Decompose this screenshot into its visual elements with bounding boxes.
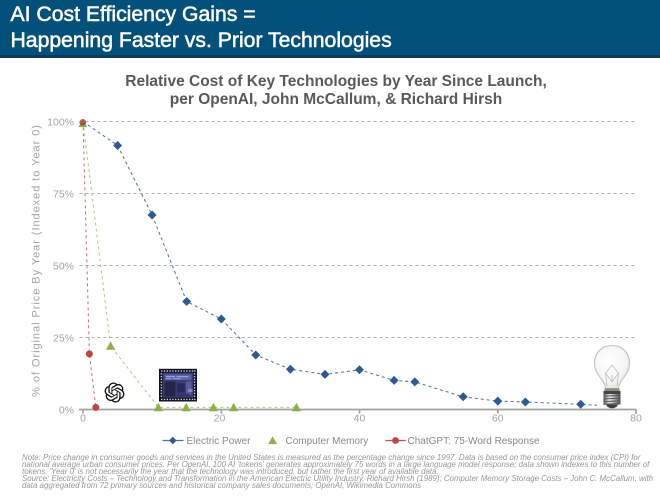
svg-text:0%: 0% — [59, 404, 74, 416]
svg-text:ChatGPT: 75-Word Response: ChatGPT: 75-Word Response — [408, 436, 541, 447]
svg-text:40: 40 — [354, 412, 366, 424]
svg-text:100%: 100% — [47, 117, 74, 129]
svg-text:Computer Memory: Computer Memory — [286, 436, 369, 447]
svg-text:Electric Power: Electric Power — [187, 436, 252, 447]
svg-text:25%: 25% — [53, 333, 74, 345]
svg-text:0: 0 — [80, 412, 86, 424]
svg-text:80: 80 — [630, 412, 642, 424]
svg-text:60: 60 — [492, 412, 504, 424]
svg-text:% of Original Price By Year (I: % of Original Price By Year (Indexed to … — [31, 124, 43, 397]
svg-text:50%: 50% — [53, 261, 74, 273]
svg-text:20: 20 — [214, 412, 226, 424]
svg-text:75%: 75% — [53, 189, 74, 201]
